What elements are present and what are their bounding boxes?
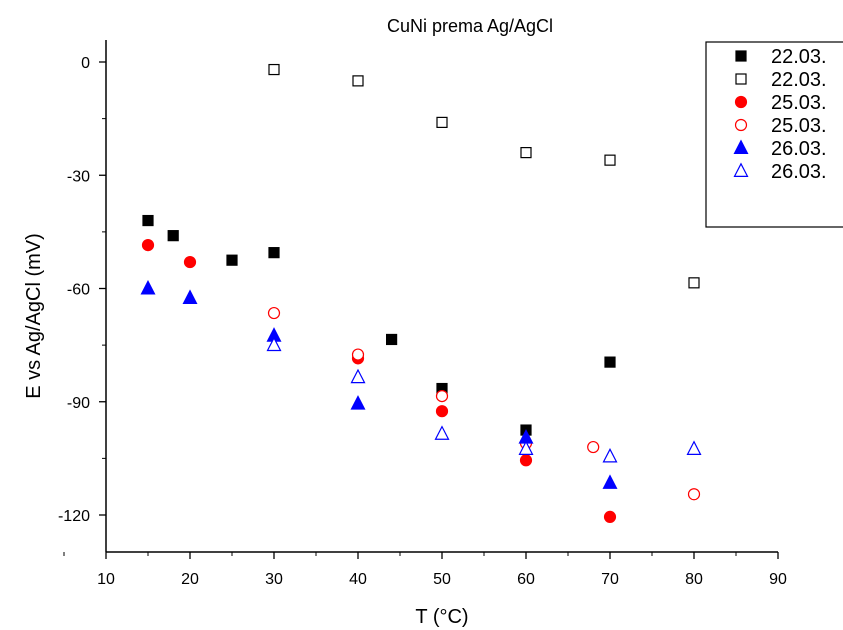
data-point [142, 214, 154, 227]
data-point [434, 425, 450, 440]
legend-marker [735, 73, 747, 85]
legend-marker [734, 95, 748, 109]
legend: 22.03.22.03.25.03.25.03.26.03.26.03. [705, 41, 843, 228]
x-tick-label: 20 [181, 571, 199, 588]
data-point [141, 238, 155, 252]
data-point [435, 389, 449, 403]
legend-label: 22.03. [771, 69, 827, 91]
x-axis-label: T (°C) [415, 606, 468, 628]
data-point [267, 306, 281, 320]
data-point [435, 405, 449, 418]
data-points [140, 63, 702, 523]
data-point [226, 254, 238, 266]
chart-title: CuNi prema Ag/AgCl [387, 16, 553, 36]
data-point [183, 255, 197, 269]
data-point [436, 116, 448, 129]
legend-label: 25.03. [771, 92, 827, 114]
data-point [587, 440, 600, 454]
x-tick-label: 40 [349, 571, 367, 588]
data-point [688, 277, 700, 289]
data-point [602, 447, 618, 463]
legend-marker [735, 50, 747, 62]
series-4 [267, 306, 701, 501]
data-point [268, 247, 280, 259]
data-point [167, 230, 179, 242]
data-point [518, 440, 534, 455]
y-tick-label: -60 [67, 282, 90, 299]
y-tick-label: -30 [67, 168, 90, 185]
axes [63, 40, 779, 559]
x-tick-label: 10 [97, 571, 115, 588]
legend-marker [734, 118, 748, 132]
series-6 [266, 336, 702, 463]
y-axis-label: E vs Ag/AgCl (mV) [23, 233, 45, 399]
data-point [266, 336, 282, 352]
data-point [603, 510, 617, 523]
tick-labels: 10 20 30 40 50 60 70 80 90 0 -30 -60 -90 -120 [58, 55, 787, 588]
data-point [604, 356, 616, 368]
data-point [386, 333, 398, 346]
series-3 [141, 238, 617, 523]
legend-label: 25.03. [771, 115, 827, 137]
data-point [352, 75, 364, 87]
data-point [350, 395, 366, 410]
x-tick-label: 80 [685, 571, 703, 588]
legend-box [705, 41, 843, 228]
legend-label: 22.03. [771, 46, 827, 68]
data-point [519, 454, 533, 467]
data-point [602, 474, 618, 489]
legend-marker [733, 162, 749, 177]
data-point [182, 289, 198, 304]
data-point [604, 154, 616, 166]
series-1 [142, 214, 616, 436]
y-tick-label: -90 [67, 395, 90, 412]
y-tick-label: -120 [58, 508, 90, 525]
x-tick-label: 90 [769, 571, 787, 588]
data-point [350, 368, 366, 384]
data-point [351, 348, 365, 361]
legend-label: 26.03. [771, 138, 827, 160]
series-2 [268, 63, 700, 289]
legend-label: 26.03. [771, 161, 827, 183]
legend-marker [733, 139, 749, 154]
data-point [520, 147, 532, 159]
data-point [686, 440, 702, 455]
x-tick-label: 70 [601, 571, 619, 588]
x-tick-label: 30 [265, 571, 283, 588]
data-point [687, 488, 701, 501]
y-tick-label: 0 [81, 55, 90, 72]
x-tick-label: 60 [517, 571, 535, 588]
series-5 [140, 279, 618, 489]
data-point [140, 279, 156, 295]
data-point [268, 63, 280, 76]
x-tick-label: 50 [433, 571, 451, 588]
